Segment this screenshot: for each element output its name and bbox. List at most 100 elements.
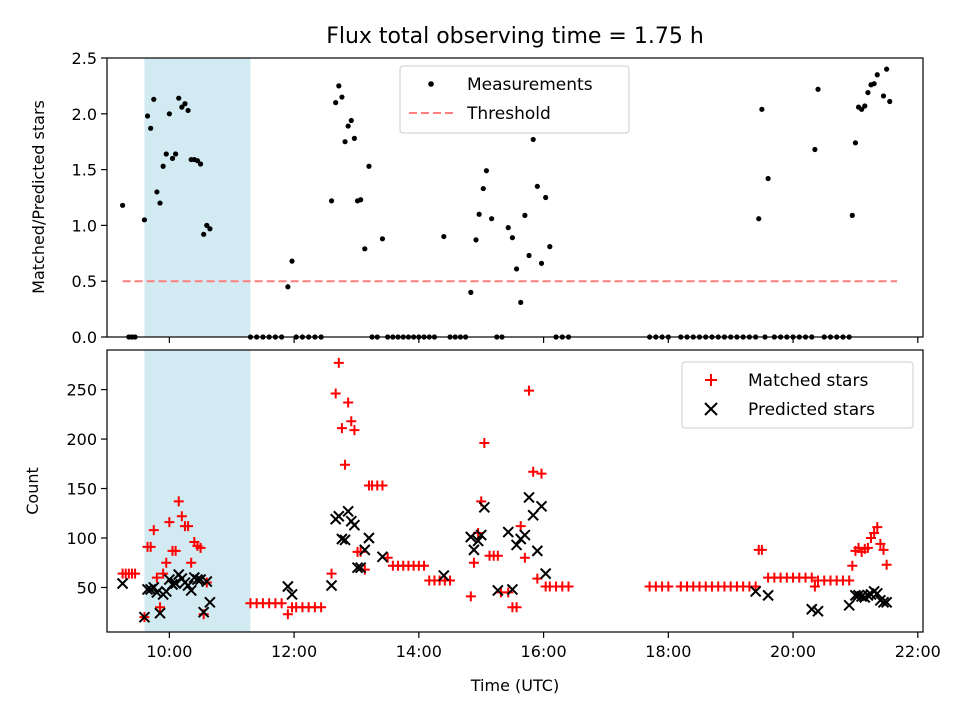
- measurement-point: [530, 136, 536, 143]
- x-tick-label: 16:00: [521, 642, 567, 661]
- predicted-star-point: [336, 533, 348, 545]
- matched-star-point: [282, 609, 293, 620]
- predicted-star-point: [151, 586, 163, 599]
- matched-star-point: [536, 468, 547, 479]
- predicted-star-point: [843, 599, 855, 611]
- predicted-star-point: [510, 539, 523, 551]
- legend-matched-label: Matched stars: [748, 371, 868, 391]
- measurement-point: [285, 284, 291, 290]
- measurement-point: [328, 198, 335, 204]
- predicted-star-point: [194, 573, 207, 586]
- y-tick-label: 250: [66, 381, 97, 400]
- measurement-point: [759, 106, 765, 112]
- matched-star-point: [881, 559, 892, 570]
- predicted-star-point: [286, 588, 298, 601]
- predicted-star-point: [354, 561, 367, 574]
- measurement-point: [194, 158, 201, 164]
- predicted-star-point: [438, 569, 450, 582]
- matched-star-point: [330, 388, 341, 399]
- measurement-point: [513, 266, 520, 272]
- predicted-star-point: [141, 583, 154, 596]
- measurement-point: [339, 94, 345, 100]
- top-y-ticks: 0.0 0.5 1.0 1.5 2.0 2.5: [72, 49, 107, 347]
- matched-star-point: [340, 459, 351, 470]
- measurement-point: [756, 216, 762, 222]
- measurement-point: [173, 151, 179, 157]
- matched-star-point: [756, 544, 767, 555]
- measurement-point: [441, 233, 447, 240]
- measurement-point: [197, 161, 204, 167]
- predicted-star-point: [862, 589, 874, 602]
- measurement-point: [169, 155, 176, 162]
- top-points-layer: [119, 66, 893, 340]
- bottom-y-axis-label: Count: [23, 467, 42, 515]
- matched-star-point: [346, 416, 357, 427]
- measurement-point: [468, 289, 474, 295]
- predicted-star-point: [531, 545, 544, 557]
- predicted-star-point: [806, 603, 818, 615]
- measurement-point: [366, 163, 372, 169]
- measurement-point: [148, 125, 154, 131]
- predicted-star-point: [812, 605, 824, 617]
- predicted-star-point: [535, 500, 548, 513]
- legend-matched-marker: [705, 374, 717, 386]
- matched-star-point: [492, 550, 503, 561]
- matched-star-point: [186, 557, 197, 568]
- measurement-point: [289, 258, 295, 264]
- matched-star-point: [161, 557, 172, 568]
- measurement-point: [505, 225, 511, 231]
- matched-star-point: [844, 575, 855, 586]
- legend-measurements-label: Measurements: [467, 75, 593, 95]
- predicted-star-point: [539, 567, 552, 580]
- x-tick-label: 22:00: [895, 642, 941, 661]
- measurement-point: [483, 168, 490, 174]
- measurement-point: [547, 244, 553, 250]
- matched-star-point: [524, 385, 535, 396]
- measurement-point: [176, 95, 182, 101]
- matched-star-point: [806, 572, 817, 583]
- measurement-point: [179, 104, 185, 110]
- measurement-point: [151, 96, 157, 102]
- y-tick-label: 2.0: [72, 105, 97, 124]
- measurement-point: [815, 86, 821, 92]
- bottom-shaded-region: [144, 350, 251, 632]
- measurement-point: [509, 235, 516, 241]
- y-tick-label: 50: [77, 578, 97, 597]
- predicted-star-point: [116, 577, 129, 590]
- matched-star-point: [164, 517, 175, 528]
- measurement-point: [852, 140, 859, 146]
- matched-star-point: [528, 466, 539, 477]
- measurement-point: [358, 197, 364, 203]
- measurement-point: [765, 175, 771, 182]
- matched-star-point: [343, 397, 354, 408]
- top-legend: Measurements Threshold: [399, 65, 630, 134]
- matched-star-point: [183, 521, 194, 532]
- matched-star-point: [875, 538, 886, 549]
- measurement-point: [185, 107, 191, 114]
- legend-measurements-marker: [428, 81, 434, 87]
- matched-star-point: [316, 602, 327, 613]
- measurement-point: [522, 212, 528, 218]
- matched-star-point: [145, 541, 156, 552]
- predicted-star-point: [282, 580, 294, 593]
- measurement-point: [812, 146, 818, 153]
- measurement-point: [144, 113, 151, 119]
- matched-star-point: [158, 568, 169, 579]
- predicted-star-point: [363, 532, 375, 544]
- matched-star-point: [479, 438, 490, 449]
- measurement-point: [534, 183, 540, 189]
- predicted-star-point: [468, 544, 480, 556]
- predicted-star-point: [502, 526, 514, 538]
- measurement-point: [865, 89, 871, 96]
- measurement-point: [207, 226, 213, 232]
- y-tick-label: 200: [66, 430, 97, 449]
- measurement-point: [345, 123, 351, 129]
- predicted-star-point: [472, 535, 484, 547]
- measurement-point: [874, 72, 880, 78]
- measurement-point: [543, 194, 549, 201]
- measurement-point: [489, 216, 495, 222]
- matched-star-point: [170, 545, 181, 556]
- matched-star-point: [419, 560, 430, 571]
- matched-star-point: [663, 581, 674, 592]
- measurement-point: [887, 98, 893, 105]
